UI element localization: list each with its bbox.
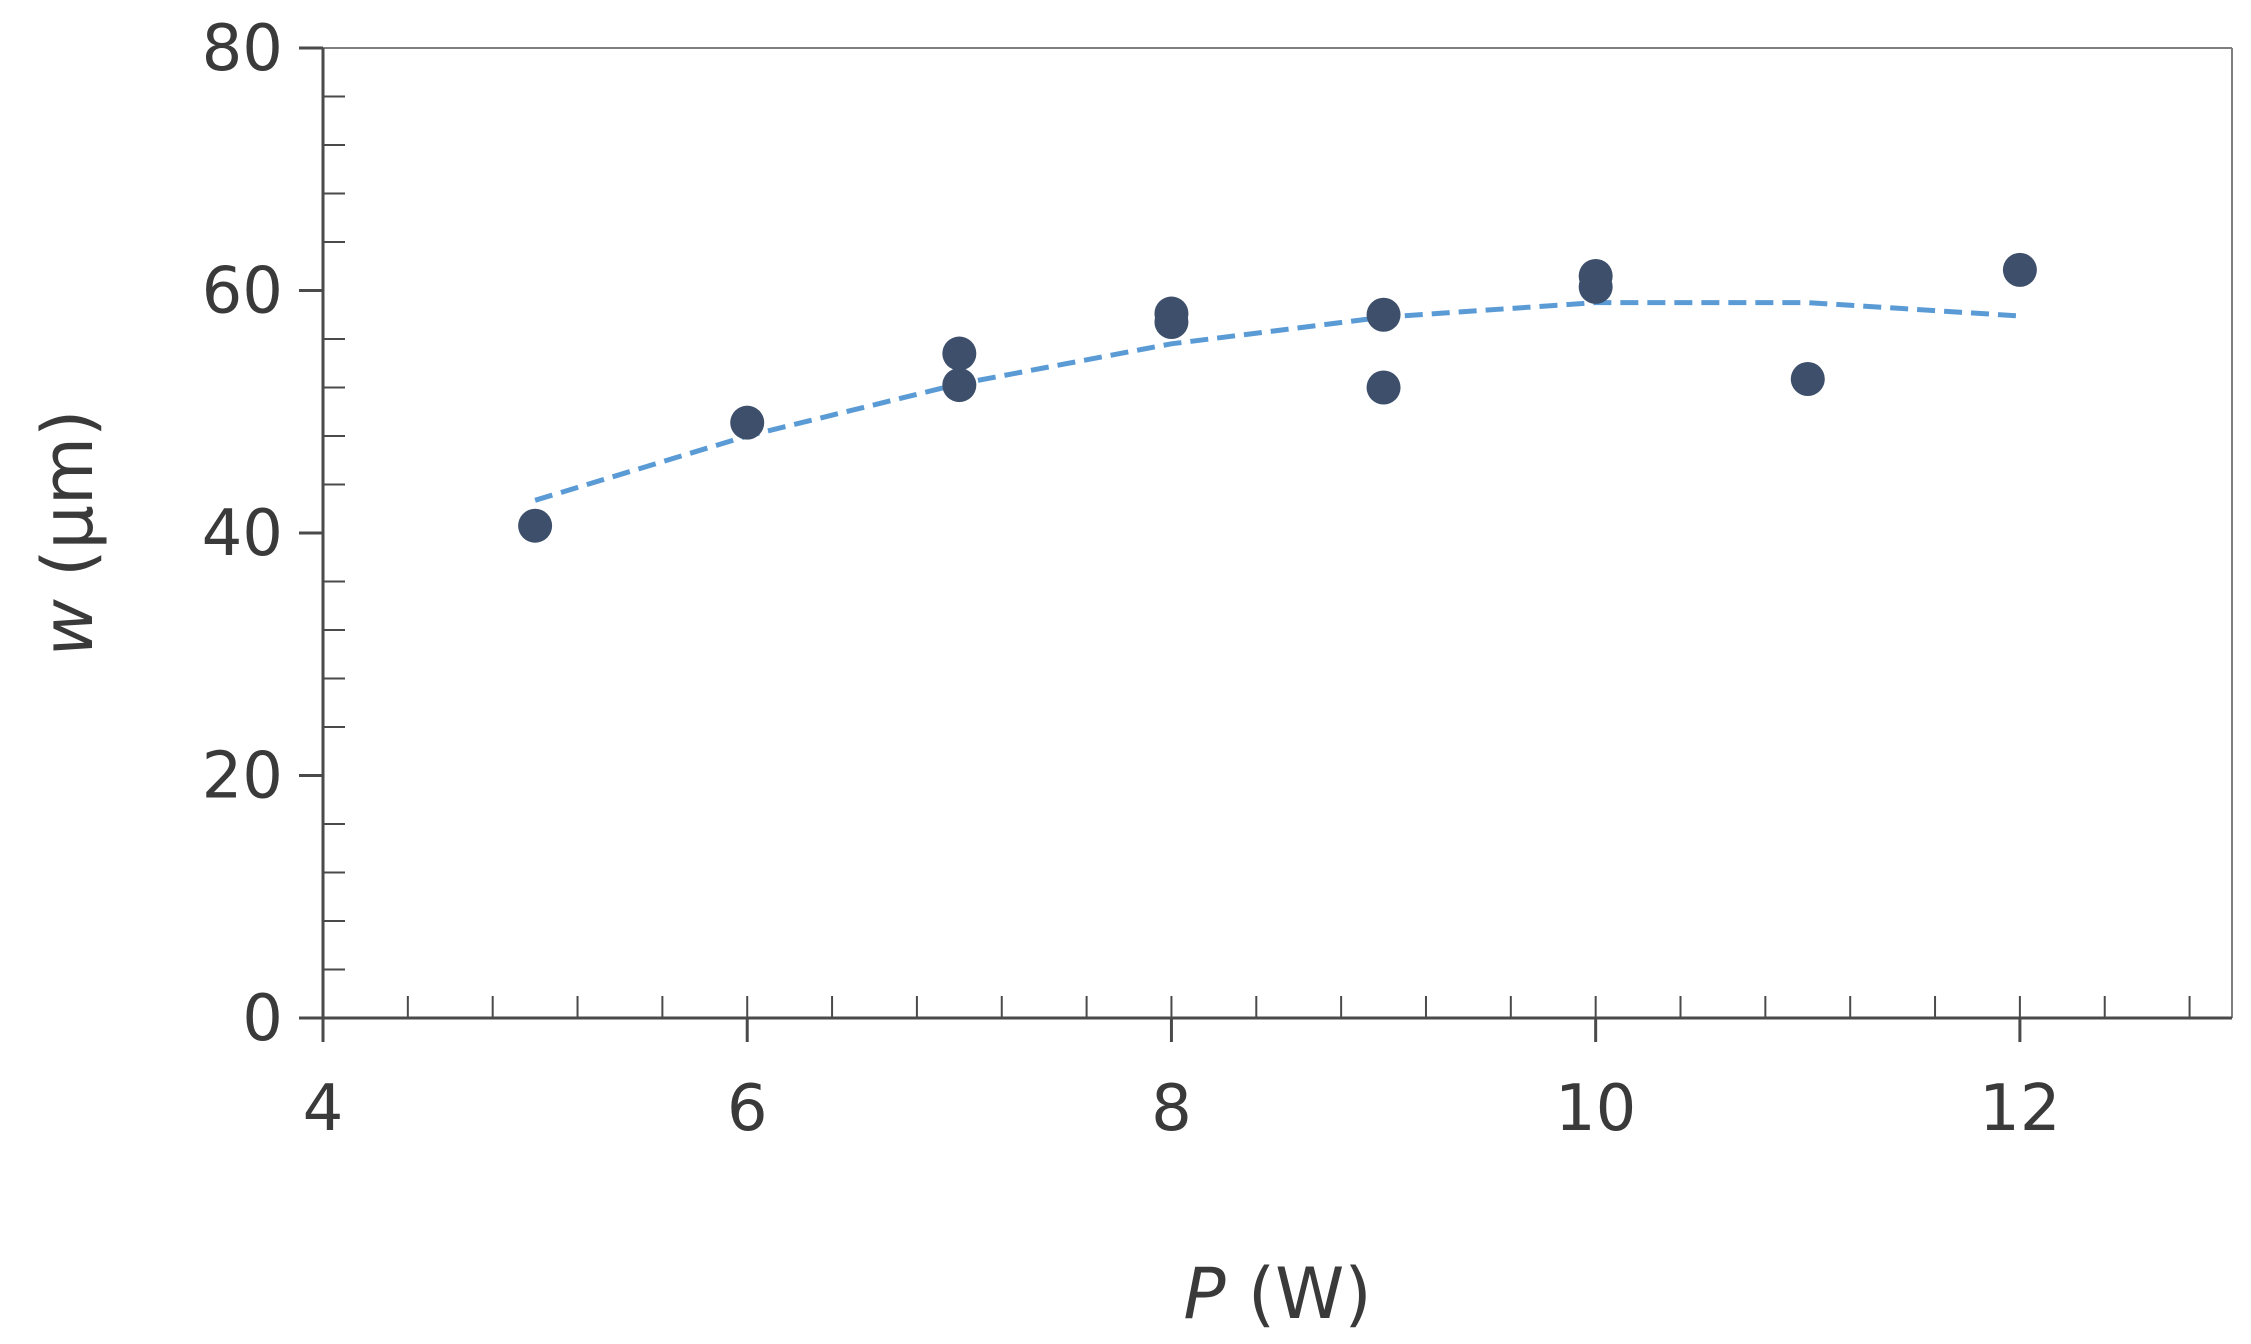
y-tick-label: 20 bbox=[202, 740, 283, 814]
data-point bbox=[1366, 370, 1401, 405]
data-point bbox=[942, 368, 977, 403]
data-point bbox=[1366, 297, 1401, 332]
x-tick-label: 8 bbox=[1151, 1072, 1192, 1146]
x-axis-variable: P bbox=[1183, 1253, 1226, 1335]
data-point bbox=[2002, 252, 2037, 287]
x-tick-label: 10 bbox=[1555, 1072, 1636, 1146]
y-tick-label: 0 bbox=[242, 982, 283, 1056]
x-tick-label: 4 bbox=[303, 1072, 344, 1146]
y-axis-variable: w bbox=[27, 598, 109, 656]
y-axis-unit: (µm) bbox=[27, 410, 109, 600]
x-axis-title: P (W) bbox=[1183, 1253, 1371, 1335]
trendline bbox=[534, 300, 2021, 503]
data-point bbox=[1154, 305, 1189, 340]
data-point bbox=[1578, 269, 1613, 304]
y-tick-label: 40 bbox=[202, 497, 283, 571]
data-point bbox=[730, 405, 765, 440]
data-point bbox=[1790, 362, 1825, 397]
y-tick-label: 60 bbox=[202, 255, 283, 329]
data-point bbox=[942, 336, 977, 371]
x-tick-label: 6 bbox=[727, 1072, 768, 1146]
x-axis-unit: (W) bbox=[1226, 1253, 1372, 1335]
y-tick-label: 80 bbox=[202, 12, 283, 86]
y-axis-title: w (µm) bbox=[27, 410, 109, 657]
x-tick-label: 12 bbox=[1979, 1072, 2060, 1146]
data-point bbox=[518, 508, 553, 543]
